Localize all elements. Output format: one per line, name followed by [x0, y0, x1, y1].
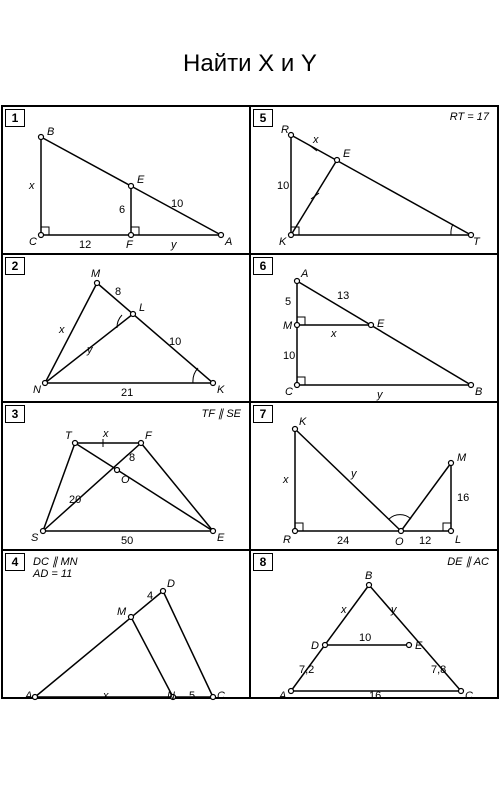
svg-text:K: K	[279, 236, 287, 248]
svg-text:M: M	[283, 320, 293, 332]
svg-text:21: 21	[121, 387, 133, 399]
svg-text:20: 20	[69, 494, 81, 506]
svg-text:T: T	[473, 236, 481, 248]
svg-text:10: 10	[169, 336, 181, 348]
svg-text:4: 4	[147, 590, 153, 602]
cell-6: 6 A M E C B 5 13 x 10 y	[249, 253, 499, 403]
svg-text:C: C	[285, 386, 293, 398]
svg-text:7,2: 7,2	[299, 664, 314, 676]
svg-text:x: x	[58, 324, 65, 336]
svg-text:16: 16	[369, 690, 381, 701]
svg-text:C: C	[217, 690, 225, 701]
svg-text:x: x	[102, 690, 109, 701]
diagram-1: B C F E A x 6 10 12 y	[3, 107, 249, 257]
diagram-5: R E K T x 10	[251, 107, 497, 257]
cell-3: 3 TF ∥ SE T F O S E x 8 20 50	[1, 401, 251, 551]
cell-8: 8 DE ∥ AC B D E A C x y 10 7,2 7,8 16	[249, 549, 499, 699]
svg-text:x: x	[330, 328, 337, 340]
cell-2: 2 M L N K 8 x y 10 21	[1, 253, 251, 403]
svg-text:24: 24	[337, 535, 349, 547]
svg-text:7,8: 7,8	[431, 664, 446, 676]
cell-7: 7 K M R O L x y 16 24 12	[249, 401, 499, 551]
page-title: Найти X и Y	[0, 0, 500, 106]
svg-text:M: M	[457, 452, 467, 464]
svg-text:y: y	[170, 239, 178, 251]
cell-4: 4 DC ∥ MN AD = 11 D M A N C 4 x 5	[1, 549, 251, 699]
svg-text:12: 12	[419, 535, 431, 547]
svg-text:50: 50	[121, 535, 133, 547]
diagram-3: T F O S E x 8 20 50	[3, 403, 249, 553]
svg-text:E: E	[377, 318, 385, 330]
svg-text:K: K	[217, 384, 225, 396]
svg-text:M: M	[91, 268, 101, 280]
diagram-4: D M A N C 4 x 5	[3, 551, 249, 701]
cell-1: 1 B C F E A x 6 10 12 y	[1, 105, 251, 255]
svg-text:10: 10	[359, 632, 371, 644]
svg-text:16: 16	[457, 492, 469, 504]
svg-text:10: 10	[283, 350, 295, 362]
svg-text:x: x	[28, 180, 35, 192]
svg-text:8: 8	[115, 286, 121, 298]
svg-text:A: A	[224, 236, 232, 248]
svg-text:M: M	[117, 606, 127, 618]
svg-text:F: F	[145, 430, 153, 442]
svg-text:N: N	[33, 384, 41, 396]
svg-text:5: 5	[189, 690, 195, 701]
svg-text:S: S	[31, 532, 39, 544]
svg-text:12: 12	[79, 239, 91, 251]
svg-text:E: E	[137, 174, 145, 186]
svg-text:E: E	[343, 148, 351, 160]
svg-text:x: x	[312, 134, 319, 146]
svg-text:A: A	[300, 268, 308, 280]
svg-text:10: 10	[277, 180, 289, 192]
svg-text:x: x	[102, 428, 109, 440]
svg-text:C: C	[29, 236, 37, 248]
svg-text:10: 10	[171, 198, 183, 210]
svg-text:O: O	[121, 474, 130, 486]
svg-text:K: K	[299, 416, 307, 428]
diagram-8: B D E A C x y 10 7,2 7,8 16	[251, 551, 497, 701]
svg-text:6: 6	[119, 204, 125, 216]
svg-text:T: T	[65, 430, 73, 442]
svg-text:y: y	[390, 604, 398, 616]
svg-text:8: 8	[129, 452, 135, 464]
svg-text:x: x	[282, 474, 289, 486]
svg-text:B: B	[475, 386, 482, 398]
svg-text:13: 13	[337, 290, 349, 302]
svg-text:E: E	[217, 532, 225, 544]
svg-text:D: D	[311, 640, 319, 652]
diagram-7: K M R O L x y 16 24 12	[251, 403, 497, 553]
svg-text:N: N	[167, 690, 175, 701]
cell-5: 5 RT = 17 R E K T x 10	[249, 105, 499, 255]
svg-text:5: 5	[285, 296, 291, 308]
svg-text:L: L	[455, 534, 461, 546]
svg-text:A: A	[278, 690, 286, 701]
svg-text:O: O	[395, 536, 404, 548]
svg-text:y: y	[350, 468, 358, 480]
svg-text:E: E	[415, 640, 423, 652]
svg-text:R: R	[283, 534, 291, 546]
svg-text:y: y	[376, 389, 384, 401]
svg-text:D: D	[167, 578, 175, 590]
svg-text:L: L	[139, 302, 145, 314]
diagram-6: A M E C B 5 13 x 10 y	[251, 255, 497, 405]
svg-text:F: F	[126, 239, 134, 251]
svg-text:B: B	[365, 570, 372, 582]
svg-text:x: x	[340, 604, 347, 616]
svg-text:A: A	[24, 690, 32, 701]
problem-grid: 1 B C F E A x 6 10 12 y 5 RT = 17	[0, 106, 500, 698]
svg-text:B: B	[47, 126, 54, 138]
diagram-2: M L N K 8 x y 10 21	[3, 255, 249, 405]
svg-text:C: C	[465, 690, 473, 701]
svg-text:R: R	[281, 124, 289, 136]
